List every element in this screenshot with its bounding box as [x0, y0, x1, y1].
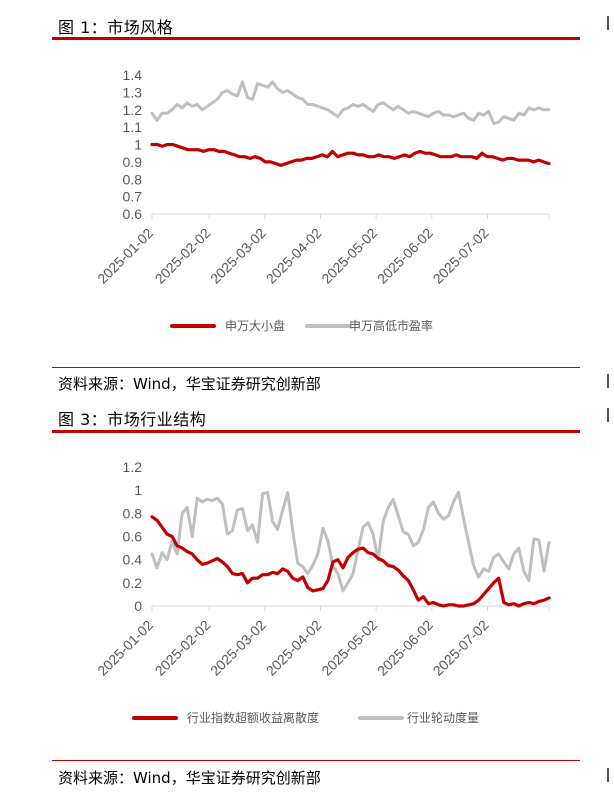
y-tick-label: 0.4 — [123, 552, 143, 568]
x-tick-label: 2025-02-02 — [152, 617, 214, 679]
chart1-legend: 申万大小盘 申万高低市盈率 — [170, 318, 433, 333]
figure4-edge-title-fragment — [607, 408, 614, 422]
figure3-bottom-rule — [52, 760, 580, 761]
figure1-source: 资料来源：Wind，华宝证券研究创新部 — [58, 375, 321, 393]
chart2-x-axis: 2025-01-022025-02-022025-03-022025-04-02… — [94, 606, 550, 679]
legend-label: 行业指数超额收益离散度 — [187, 710, 319, 725]
figure3-title: 图 3：市场行业结构 — [58, 410, 207, 429]
series-line-red — [150, 515, 551, 608]
figure2-edge-source-fragment — [607, 374, 614, 388]
figure3-top-rule — [52, 430, 580, 433]
y-tick-label: 0 — [134, 598, 142, 614]
figure1-bottom-rule — [52, 367, 580, 368]
figure2-edge-title-fragment — [607, 16, 614, 30]
y-tick-label: 1.2 — [123, 459, 143, 475]
y-tick-label: 1.3 — [123, 84, 143, 100]
y-tick-label: 0.6 — [123, 206, 143, 222]
chart2-series — [150, 491, 551, 608]
chart2-y-axis: 1.2 1 0.8 0.6 0.4 0.2 0 — [123, 459, 143, 614]
legend-label: 申万高低市盈率 — [349, 318, 433, 333]
y-tick-label: 0.7 — [123, 189, 143, 205]
figure1-title: 图 1：市场风格 — [58, 18, 174, 37]
y-tick-label: 1.4 — [123, 67, 143, 83]
x-tick-label: 2025-06-02 — [374, 617, 436, 679]
series-line-gray — [150, 80, 551, 126]
legend-label: 申万大小盘 — [225, 318, 285, 333]
y-tick-label: 1.2 — [123, 102, 143, 118]
series-line-gray — [150, 491, 551, 593]
y-tick-label: 1.1 — [123, 119, 143, 135]
chart1-series — [150, 80, 551, 167]
x-tick-label: 2025-01-02 — [94, 617, 156, 679]
figure4-edge-source-fragment — [607, 768, 614, 782]
series-line-red — [150, 142, 551, 167]
chart1-y-axis: 1.41.3 1.21.1 10.90.8 0.70.6 — [123, 67, 143, 222]
figure3-source: 资料来源：Wind，华宝证券研究创新部 — [58, 769, 321, 787]
y-tick-label: 1 — [134, 482, 142, 498]
y-tick-label: 0.6 — [123, 529, 143, 545]
x-tick-label: 2025-05-02 — [318, 617, 380, 679]
figure1-top-rule — [52, 37, 580, 40]
y-tick-label: 0.8 — [123, 505, 143, 521]
x-tick-label: 2025-03-02 — [207, 617, 269, 679]
y-tick-label: 1 — [134, 137, 142, 153]
y-tick-label: 0.2 — [123, 575, 143, 591]
legend-label: 行业轮动度量 — [407, 710, 479, 725]
y-tick-label: 0.9 — [123, 154, 143, 170]
x-tick-label: 2025-07-02 — [430, 617, 492, 679]
x-tick-label: 2025-04-02 — [263, 617, 325, 679]
y-tick-label: 0.8 — [123, 171, 143, 187]
chart2-legend: 行业指数超额收益离散度 行业轮动度量 — [132, 710, 479, 725]
